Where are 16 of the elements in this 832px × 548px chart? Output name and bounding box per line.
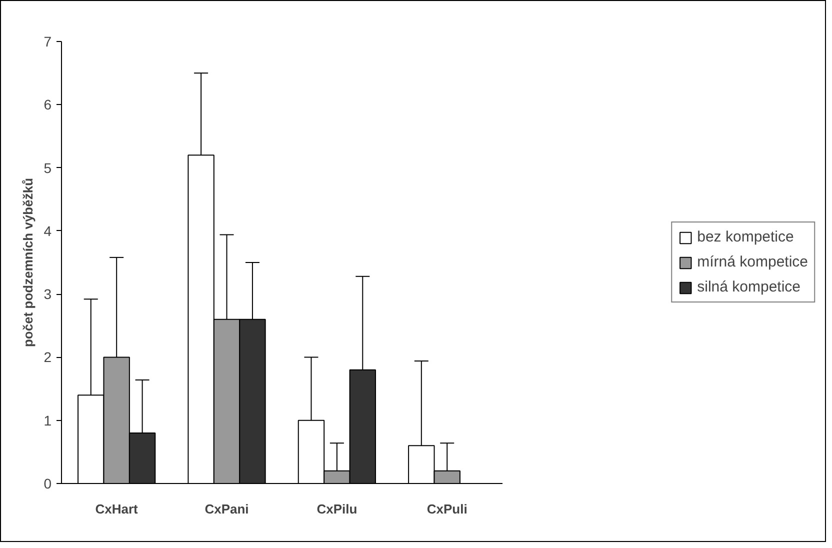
y-axis-title: počet podzemních výběžků [20, 178, 36, 348]
y-tick-label: 1 [44, 412, 52, 428]
x-tick-label: CxHart [95, 502, 139, 516]
y-tick-label: 6 [44, 96, 52, 113]
x-tick-label: CxPilu [316, 502, 358, 516]
y-tick-label: 3 [44, 286, 52, 302]
legend-label: bez kompetice [697, 228, 794, 246]
y-tick-label: 5 [44, 160, 52, 176]
legend-label: silná kompetice [697, 278, 801, 296]
x-tick-label: CxPani [204, 502, 249, 516]
y-tick-label: 4 [44, 222, 52, 239]
y-tick-label: 7 [44, 34, 52, 50]
y-tick-label: 0 [44, 476, 52, 492]
x-tick-label: CxPuli [426, 502, 468, 516]
legend-label: mírná kompetice [697, 254, 808, 270]
y-tick-label: 2 [44, 349, 52, 366]
